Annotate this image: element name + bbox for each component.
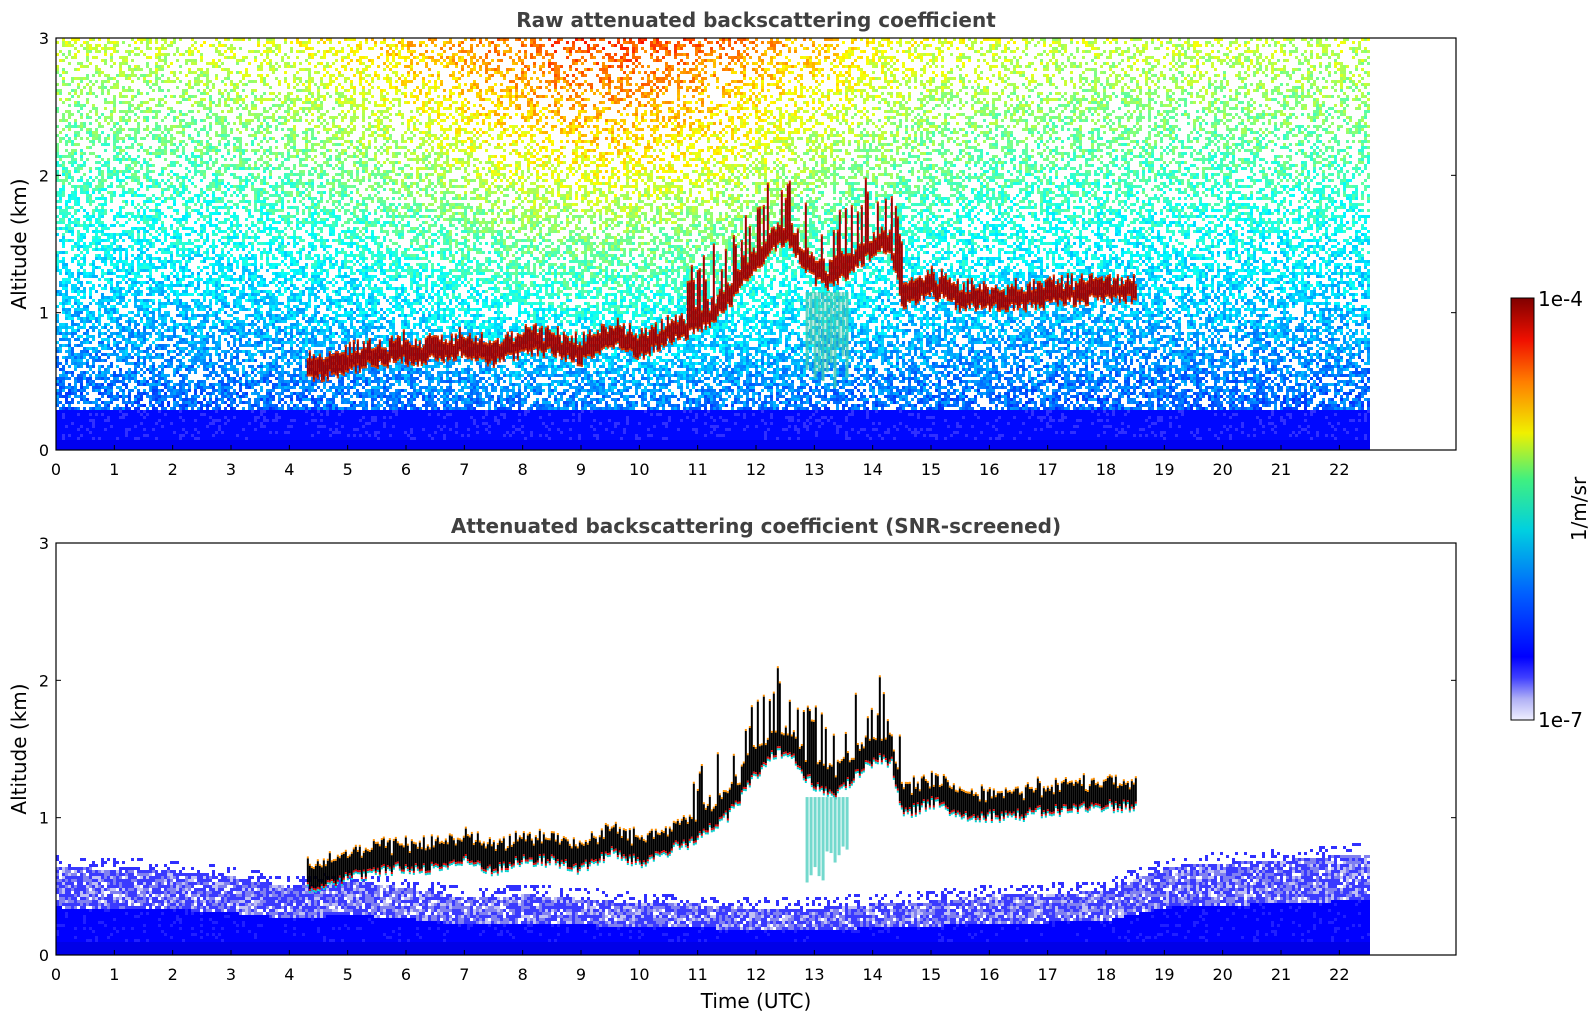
x-tick-label: 3 (226, 460, 236, 479)
x-tick-label: 3 (226, 965, 236, 984)
panel-screened-xlabel: Time (UTC) (700, 989, 812, 1013)
x-tick-label: 8 (518, 965, 528, 984)
x-tick-label: 10 (629, 965, 649, 984)
x-tick-label: 4 (284, 965, 294, 984)
x-tick-label: 21 (1271, 460, 1291, 479)
x-tick-label: 17 (1037, 965, 1057, 984)
x-tick-label: 20 (1212, 460, 1232, 479)
panel-screened-x-axis: 0 1 2 3 4 5 6 7 8 9 10 11 12 13 14 15 16 17 18 19 20 21 22 (51, 950, 1350, 984)
panel-raw-y-axis: 0 1 2 3 (39, 29, 1456, 460)
x-tick-label: 17 (1037, 460, 1057, 479)
x-tick-label: 13 (804, 965, 824, 984)
x-tick-label: 12 (746, 460, 766, 479)
x-tick-label: 9 (576, 965, 586, 984)
panel-screened: Attenuated backscattering coefficient (S… (7, 514, 1457, 1013)
y-tick-label: 3 (39, 534, 49, 553)
x-tick-label: 18 (1096, 965, 1116, 984)
x-tick-label: 9 (576, 460, 586, 479)
x-tick-label: 19 (1154, 460, 1174, 479)
x-tick-label: 0 (51, 460, 61, 479)
x-tick-label: 0 (51, 965, 61, 984)
colorbar-min-label: 1e-7 (1538, 708, 1583, 732)
x-tick-label: 11 (687, 965, 707, 984)
x-tick-label: 18 (1096, 460, 1116, 479)
x-tick-label: 4 (284, 460, 294, 479)
x-tick-label: 6 (401, 965, 411, 984)
x-tick-label: 5 (343, 460, 353, 479)
y-tick-label: 0 (39, 946, 49, 965)
panel-raw: Raw attenuated backscattering coefficien… (7, 8, 1457, 479)
x-tick-label: 7 (459, 460, 469, 479)
x-tick-label: 1 (109, 460, 119, 479)
x-tick-label: 5 (343, 965, 353, 984)
y-tick-label: 3 (39, 29, 49, 48)
x-tick-label: 8 (518, 460, 528, 479)
panel-raw-title: Raw attenuated backscattering coefficien… (516, 8, 996, 32)
x-tick-label: 13 (804, 460, 824, 479)
x-tick-label: 22 (1329, 460, 1349, 479)
colorbar-max-label: 1e-4 (1538, 287, 1583, 311)
x-tick-label: 14 (862, 965, 882, 984)
panel-screened-ylabel: Altitude (km) (7, 683, 31, 814)
y-tick-label: 2 (39, 671, 49, 690)
x-tick-label: 16 (979, 965, 999, 984)
x-tick-label: 6 (401, 460, 411, 479)
panel-screened-heatmap (56, 666, 1370, 955)
x-tick-label: 16 (979, 460, 999, 479)
colorbar-unit-label: 1/m/sr (1567, 476, 1591, 541)
x-tick-label: 21 (1271, 965, 1291, 984)
y-tick-label: 2 (39, 166, 49, 185)
x-tick-label: 7 (459, 965, 469, 984)
panel-raw-ylabel: Altitude (km) (7, 178, 31, 309)
x-tick-label: 19 (1154, 965, 1174, 984)
x-tick-label: 1 (109, 965, 119, 984)
panel-raw-x-axis: 0 1 2 3 4 5 6 7 8 9 10 11 12 13 14 15 16 17 18 19 20 21 22 (51, 445, 1350, 479)
x-tick-label: 10 (629, 460, 649, 479)
panel-raw-heatmap (56, 38, 1370, 450)
x-tick-label: 2 (168, 460, 178, 479)
x-tick-label: 15 (921, 460, 941, 479)
x-tick-label: 11 (687, 460, 707, 479)
y-tick-label: 0 (39, 441, 49, 460)
colorbar: 1e-4 1e-7 1/m/sr (1510, 287, 1591, 732)
x-tick-label: 15 (921, 965, 941, 984)
x-tick-label: 14 (862, 460, 882, 479)
x-tick-label: 22 (1329, 965, 1349, 984)
x-tick-label: 2 (168, 965, 178, 984)
x-tick-label: 20 (1212, 965, 1232, 984)
y-tick-label: 1 (39, 304, 49, 323)
colorbar-gradient (1510, 297, 1535, 721)
panel-screened-title: Attenuated backscattering coefficient (S… (451, 514, 1061, 538)
x-tick-label: 12 (746, 965, 766, 984)
y-tick-label: 1 (39, 809, 49, 828)
panel-screened-y-axis: 0 1 2 3 (39, 534, 1456, 965)
